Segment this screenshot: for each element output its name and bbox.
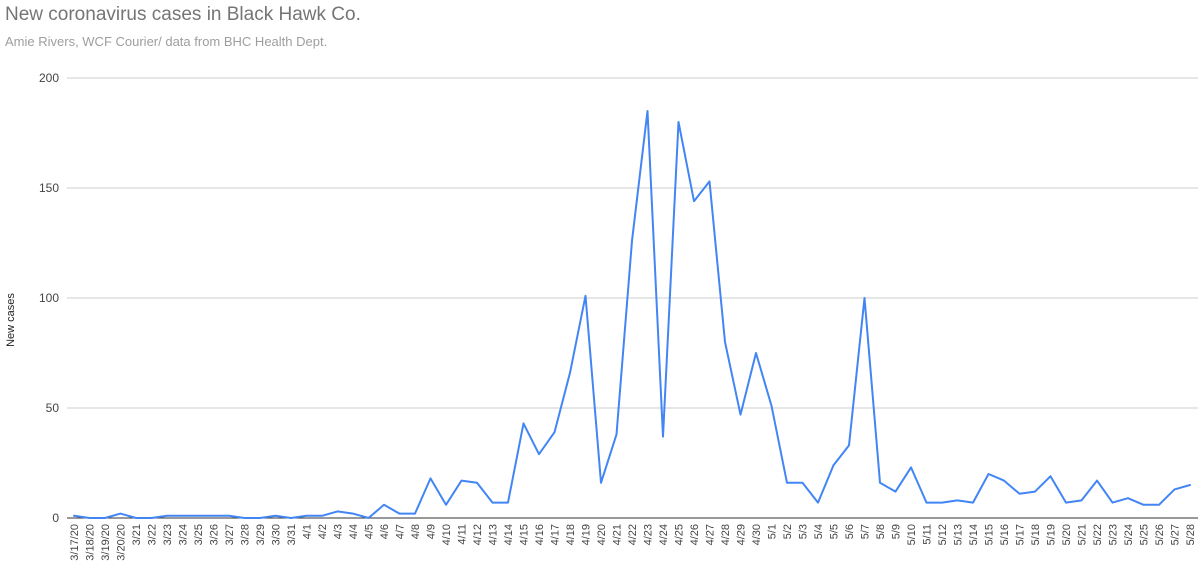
x-tick-label: 5/22: [1092, 524, 1104, 545]
x-tick-label: 5/9: [891, 524, 903, 539]
x-tick-label: 3/31: [286, 524, 298, 545]
x-tick-label: 5/12: [937, 524, 949, 545]
x-tick-label: 3/21: [131, 524, 143, 545]
x-tick-label: 5/28: [1185, 524, 1197, 545]
x-tick-label: 4/1: [302, 524, 314, 539]
x-tick-label: 5/1: [767, 524, 779, 539]
y-tick-label: 200: [39, 71, 59, 85]
series-new-cases: [73, 110, 1191, 519]
x-tick-label: 4/13: [488, 524, 500, 545]
x-tick-label: 4/16: [534, 524, 546, 545]
y-tick-label: 0: [52, 511, 59, 525]
x-tick-label: 4/28: [720, 524, 732, 545]
y-axis-ticks: 0 50 100 150 200: [39, 71, 59, 525]
x-tick-label: 5/20: [1061, 524, 1073, 545]
x-tick-label: 4/30: [751, 524, 763, 545]
x-tick-label: 4/9: [426, 524, 438, 539]
x-tick-label: 3/20/20: [116, 524, 128, 561]
x-tick-label: 5/8: [875, 524, 887, 539]
x-tick-label: 5/17: [1015, 524, 1027, 545]
x-tick-label: 4/7: [395, 524, 407, 539]
x-tick-label: 4/19: [581, 524, 593, 545]
x-tick-label: 4/22: [627, 524, 639, 545]
x-tick-label: 5/4: [813, 524, 825, 539]
x-tick-label: 5/19: [1046, 524, 1058, 545]
x-tick-label: 4/5: [364, 524, 376, 539]
x-tick-label: 4/27: [705, 524, 717, 545]
x-tick-label: 3/25: [193, 524, 205, 545]
x-tick-label: 5/16: [999, 524, 1011, 545]
x-tick-label: 4/17: [550, 524, 562, 545]
x-tick-label: 4/4: [348, 524, 360, 539]
x-tick-label: 3/22: [147, 524, 159, 545]
x-tick-label: 3/24: [178, 524, 190, 545]
y-tick-label: 100: [39, 291, 59, 305]
x-tick-label: 4/29: [736, 524, 748, 545]
y-axis-label: New cases: [5, 293, 17, 347]
x-tick-label: 5/26: [1154, 524, 1166, 545]
x-tick-label: 4/2: [317, 524, 329, 539]
x-tick-label: 5/6: [844, 524, 856, 539]
x-tick-label: 3/17/20: [69, 524, 81, 561]
x-tick-label: 5/24: [1123, 524, 1135, 545]
x-tick-label: 4/3: [333, 524, 345, 539]
x-tick-label: 4/8: [410, 524, 422, 539]
x-tick-label: 5/15: [984, 524, 996, 545]
chart-subtitle: Amie Rivers, WCF Courier/ data from BHC …: [5, 34, 328, 49]
x-tick-label: 4/23: [643, 524, 655, 545]
x-tick-label: 5/21: [1077, 524, 1089, 545]
x-tick-label: 4/21: [612, 524, 624, 545]
x-tick-label: 4/24: [658, 524, 670, 545]
y-tick-label: 50: [46, 401, 60, 415]
x-tick-label: 4/11: [457, 524, 469, 545]
x-tick-label: 5/3: [798, 524, 810, 539]
x-tick-label: 3/18/20: [85, 524, 97, 561]
x-tick-label: 4/6: [379, 524, 391, 539]
gridlines: [67, 77, 1198, 519]
x-tick-label: 5/5: [829, 524, 841, 539]
x-axis-ticks: 3/17/20 3/18/20 3/19/20 3/20/20 3/21 3/22 3/23…: [69, 524, 1197, 561]
x-tick-label: 5/27: [1170, 524, 1182, 545]
x-tick-label: 4/25: [674, 524, 686, 545]
x-tick-label: 4/10: [441, 524, 453, 545]
x-tick-label: 5/18: [1030, 524, 1042, 545]
x-tick-label: 3/23: [162, 524, 174, 545]
x-tick-label: 3/30: [271, 524, 283, 545]
x-tick-label: 5/7: [860, 524, 872, 539]
x-tick-label: 4/15: [519, 524, 531, 545]
x-tick-label: 5/25: [1139, 524, 1151, 545]
x-tick-label: 4/26: [689, 524, 701, 545]
x-tick-label: 4/12: [472, 524, 484, 545]
x-tick-label: 3/27: [224, 524, 236, 545]
x-tick-label: 4/14: [503, 524, 515, 545]
x-tick-label: 3/28: [240, 524, 252, 545]
x-tick-label: 5/11: [922, 524, 934, 545]
x-tick-label: 5/10: [906, 524, 918, 545]
y-tick-label: 150: [39, 181, 59, 195]
x-tick-label: 4/20: [596, 524, 608, 545]
chart-title: New coronavirus cases in Black Hawk Co.: [5, 4, 361, 25]
x-tick-label: 5/23: [1108, 524, 1120, 545]
x-tick-label: 3/26: [209, 524, 221, 545]
series-line: [73, 110, 1191, 519]
x-tick-label: 3/29: [255, 524, 267, 545]
x-tick-label: 5/14: [968, 524, 980, 545]
x-tick-label: 5/13: [953, 524, 965, 545]
x-tick-label: 5/2: [782, 524, 794, 539]
x-tick-label: 4/18: [565, 524, 577, 545]
x-tick-label: 3/19/20: [100, 524, 112, 561]
